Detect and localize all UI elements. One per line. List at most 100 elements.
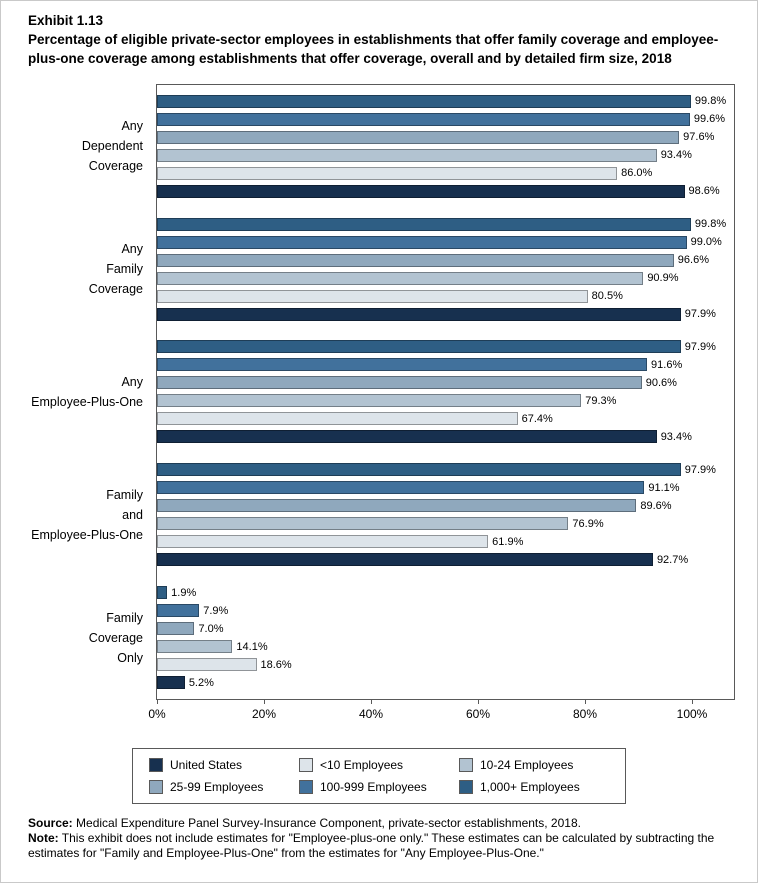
bar — [157, 622, 195, 636]
bar — [157, 148, 657, 162]
bar — [157, 235, 687, 249]
bar-row: 99.8% — [157, 94, 734, 108]
x-axis-tick — [477, 699, 479, 704]
bar-row: 99.6% — [157, 112, 734, 126]
bar — [157, 640, 233, 654]
legend-swatch — [299, 780, 313, 794]
bar — [157, 307, 681, 321]
bar-value-label: 98.6% — [688, 185, 720, 198]
bar — [157, 517, 569, 531]
legend-item: United States — [149, 758, 299, 772]
bar-value-label: 93.4% — [660, 430, 692, 443]
category-label: Any Dependent Coverage — [81, 118, 143, 173]
bar-value-label: 90.6% — [645, 376, 677, 389]
legend-label: <10 Employees — [320, 758, 404, 772]
bar — [157, 358, 648, 372]
bar-row: 90.6% — [157, 376, 734, 390]
category-label: Family Coverage Only — [88, 611, 143, 666]
x-axis-tick-label: 20% — [251, 707, 277, 721]
bar — [157, 289, 588, 303]
bar-value-label: 99.0% — [690, 236, 722, 249]
bar-row: 98.6% — [157, 184, 734, 198]
bar-value-label: 76.9% — [572, 517, 604, 530]
bar-row: 90.9% — [157, 271, 734, 285]
bar-row: 97.9% — [157, 463, 734, 477]
bar-value-label: 93.4% — [660, 149, 692, 162]
bar-row: 18.6% — [157, 658, 734, 672]
x-axis-tick — [156, 699, 158, 704]
bar-value-label: 97.9% — [684, 308, 716, 321]
bar — [157, 394, 582, 408]
bar-row: 14.1% — [157, 640, 734, 654]
bar-value-label: 99.8% — [694, 218, 727, 231]
bar-value-label: 67.4% — [521, 412, 553, 425]
bar-row: 97.9% — [157, 307, 734, 321]
legend-item: 100-999 Employees — [299, 780, 459, 794]
exhibit-label: Exhibit 1.13 — [28, 13, 104, 28]
legend-swatch — [149, 758, 163, 772]
x-axis-tick — [263, 699, 265, 704]
legend-swatch — [459, 758, 473, 772]
bar-row: 96.6% — [157, 253, 734, 267]
bar-value-label: 91.6% — [651, 358, 683, 371]
bar-value-label: 89.6% — [640, 499, 672, 512]
source-text: Medical Expenditure Panel Survey-Insuran… — [72, 816, 581, 830]
legend-label: United States — [170, 758, 243, 772]
legend: United States <10 Employees 10-24 Employee… — [132, 748, 626, 804]
bar-row: 93.4% — [157, 148, 734, 162]
bar-value-label: 97.9% — [684, 463, 716, 476]
bar-group: 99.8% 99.0% 96.6% 90.9% 80.5% 97.9% — [157, 208, 734, 331]
legend-swatch — [299, 758, 313, 772]
legend-label: 25-99 Employees — [170, 780, 264, 794]
bar-value-label: 18.6% — [260, 658, 292, 671]
bar-value-label: 96.6% — [677, 254, 709, 267]
bar — [157, 217, 691, 231]
bar-value-label: 80.5% — [591, 290, 623, 303]
x-axis-tick — [370, 699, 372, 704]
legend-item: 10-24 Employees — [459, 758, 609, 772]
legend-label: 100-999 Employees — [320, 780, 427, 794]
bar-row: 91.1% — [157, 481, 734, 495]
x-axis-tick-label: 60% — [465, 707, 491, 721]
category-label: Any Employee-Plus-One — [31, 374, 143, 409]
legend-label: 10-24 Employees — [480, 758, 574, 772]
bar — [157, 535, 489, 549]
category-label: Family and Employee-Plus-One — [31, 488, 143, 543]
bar — [157, 430, 657, 444]
bar — [157, 130, 680, 144]
bar-value-label: 97.6% — [683, 131, 715, 144]
bar — [157, 481, 645, 495]
x-axis-tick — [584, 699, 586, 704]
bar — [157, 271, 644, 285]
bar-value-label: 14.1% — [236, 640, 268, 653]
bar-row: 61.9% — [157, 535, 734, 549]
bar-value-label: 99.6% — [693, 113, 726, 126]
bar-value-label: 7.9% — [203, 604, 229, 617]
source-label: Source: — [28, 816, 73, 830]
bar — [157, 253, 674, 267]
x-axis-tick-label: 0% — [148, 707, 166, 721]
footnotes: Source: Medical Expenditure Panel Survey… — [1, 804, 757, 861]
x-axis-tick-label: 80% — [572, 707, 598, 721]
bar-group: 99.8% 99.6% 97.6% 93.4% 86.0% 98.6% — [157, 85, 734, 208]
note-text: Note: This exhibit does not include esti… — [28, 831, 730, 861]
bar-value-label: 90.9% — [647, 272, 679, 285]
bar-row: 79.3% — [157, 394, 734, 408]
bar — [157, 412, 518, 426]
page-title: Percentage of eligible private-sector em… — [28, 32, 719, 66]
x-axis-tick — [691, 699, 693, 704]
bar-row: 7.0% — [157, 622, 734, 636]
bar-row: 97.6% — [157, 130, 734, 144]
legend-swatch — [149, 780, 163, 794]
bar — [157, 658, 257, 672]
bar — [157, 376, 642, 390]
bar-row: 91.6% — [157, 358, 734, 372]
bar-value-label: 86.0% — [621, 167, 653, 180]
bar-row: 86.0% — [157, 166, 734, 180]
bar — [157, 112, 690, 126]
chart-area: Any Dependent Coverage Any Family Coverag… — [1, 84, 757, 732]
bar-group: 97.9% 91.6% 90.6% 79.3% 67.4% 93.4% — [157, 331, 734, 454]
bar — [157, 340, 681, 354]
bar-row: 76.9% — [157, 517, 734, 531]
